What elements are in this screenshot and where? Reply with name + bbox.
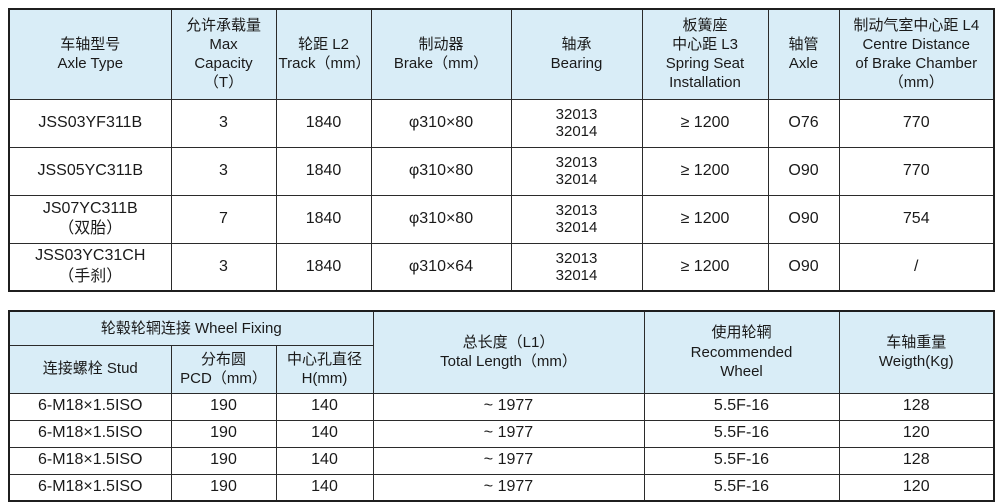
table-row: 6-M18×1.5ISO 190 140 ~ 1977 5.5F-16 128 [8,392,995,421]
t2-header-wheel-fixing: 轮毂轮辋连接 Wheel Fixing [8,310,374,346]
table-cell: ≥ 1200 [641,98,769,148]
t1-header-brake-chamber: 制动气室中心距 L4 Centre Distance of Brake Cham… [838,8,995,100]
table-cell: φ310×80 [370,194,512,244]
table-row: 6-M18×1.5ISO 190 140 ~ 1977 5.5F-16 120 [8,419,995,448]
t2-header-total-length: 总长度（L1） Total Length（mm） [372,310,645,394]
table-cell: 32013 32014 [510,242,643,292]
table-cell: O90 [767,194,840,244]
table-row: JSS05YC311B 3 1840 φ310×80 32013 32014 ≥… [8,146,995,196]
table-cell: / [838,242,995,292]
t1-header-brake: 制动器 Brake（mm） [370,8,512,100]
table-cell: ~ 1977 [372,446,645,475]
table-cell: 5.5F-16 [643,473,840,502]
table-cell: ≥ 1200 [641,242,769,292]
table-cell: 140 [275,392,374,421]
table-cell: 190 [170,392,277,421]
table-cell: 140 [275,473,374,502]
table-cell: 770 [838,98,995,148]
table-cell: 1840 [275,194,372,244]
t1-header-axle-type: 车轴型号 Axle Type [8,8,172,100]
table-cell: 190 [170,446,277,475]
table-cell: φ310×80 [370,146,512,196]
table-cell: 128 [838,446,995,475]
table-cell: 3 [170,98,277,148]
table-cell: 5.5F-16 [643,419,840,448]
table-cell: 120 [838,419,995,448]
table-cell: 3 [170,242,277,292]
table-cell: ~ 1977 [372,392,645,421]
table-cell: 6-M18×1.5ISO [8,392,172,421]
table-row: JSS03YF311B 3 1840 φ310×80 32013 32014 ≥… [8,98,995,148]
table-row: JSS03YC31CH （手刹） 3 1840 φ310×64 32013 32… [8,242,995,292]
table-cell: 140 [275,446,374,475]
table-cell: JSS03YF311B [8,98,172,148]
table-cell: 120 [838,473,995,502]
table-cell: 6-M18×1.5ISO [8,419,172,448]
t2-header-axle-weight: 车轴重量 Weigth(Kg) [838,310,995,394]
axle-table-header-row: 车轴型号 Axle Type 允许承载量 Max Capacity （T） 轮距… [8,8,995,100]
table-cell: 754 [838,194,995,244]
t2-header-center-hole: 中心孔直径 H(mm) [275,344,374,394]
table-cell: 128 [838,392,995,421]
table-cell: 190 [170,473,277,502]
wheel-table-sub-header-row: 连接螺栓 Stud 分布圆 PCD（mm） 中心孔直径 H(mm) [8,344,994,394]
axle-spec-table: 车轴型号 Axle Type 允许承载量 Max Capacity （T） 轮距… [8,8,995,292]
table-cell: ~ 1977 [372,473,645,502]
table-row: 6-M18×1.5ISO 190 140 ~ 1977 5.5F-16 120 [8,473,995,502]
table-cell: 32013 32014 [510,146,643,196]
table-cell: 6-M18×1.5ISO [8,473,172,502]
table-cell: φ310×64 [370,242,512,292]
table-cell: O76 [767,98,840,148]
t2-header-recommended-wheel: 使用轮辋 Recommended Wheel [643,310,840,394]
table-cell: 140 [275,419,374,448]
wheel-fixing-table: 轮毂轮辋连接 Wheel Fixing 总长度（L1） Total Length… [8,310,995,502]
t2-header-stud: 连接螺栓 Stud [8,344,172,394]
table-cell: ≥ 1200 [641,146,769,196]
t1-header-track: 轮距 L2 Track（mm） [275,8,372,100]
table-cell: ~ 1977 [372,419,645,448]
table-cell: O90 [767,146,840,196]
table-cell: 32013 32014 [510,98,643,148]
table-cell: JSS03YC31CH （手刹） [8,242,172,292]
table-cell: JS07YC311B （双胎） [8,194,172,244]
table-cell: O90 [767,242,840,292]
table-cell: 1840 [275,98,372,148]
table-cell: 5.5F-16 [643,392,840,421]
table-cell: 770 [838,146,995,196]
table-cell: 1840 [275,146,372,196]
table-cell: 3 [170,146,277,196]
t1-header-max-capacity: 允许承载量 Max Capacity （T） [170,8,277,100]
table-cell: φ310×80 [370,98,512,148]
t1-header-axle-tube: 轴管 Axle [767,8,840,100]
table-cell: JSS05YC311B [8,146,172,196]
table-row: JS07YC311B （双胎） 7 1840 φ310×80 32013 320… [8,194,995,244]
table-cell: 5.5F-16 [643,446,840,475]
table-row: 6-M18×1.5ISO 190 140 ~ 1977 5.5F-16 128 [8,446,995,475]
table-cell: 6-M18×1.5ISO [8,446,172,475]
t1-header-bearing: 轴承 Bearing [510,8,643,100]
t2-header-pcd: 分布圆 PCD（mm） [170,344,277,394]
table-cell: ≥ 1200 [641,194,769,244]
wheel-table-group-header-row: 轮毂轮辋连接 Wheel Fixing 总长度（L1） Total Length… [8,310,995,394]
t1-header-spring-seat: 板簧座 中心距 L3 Spring Seat Installation [641,8,769,100]
table-cell: 7 [170,194,277,244]
table-cell: 190 [170,419,277,448]
table-cell: 1840 [275,242,372,292]
table-cell: 32013 32014 [510,194,643,244]
